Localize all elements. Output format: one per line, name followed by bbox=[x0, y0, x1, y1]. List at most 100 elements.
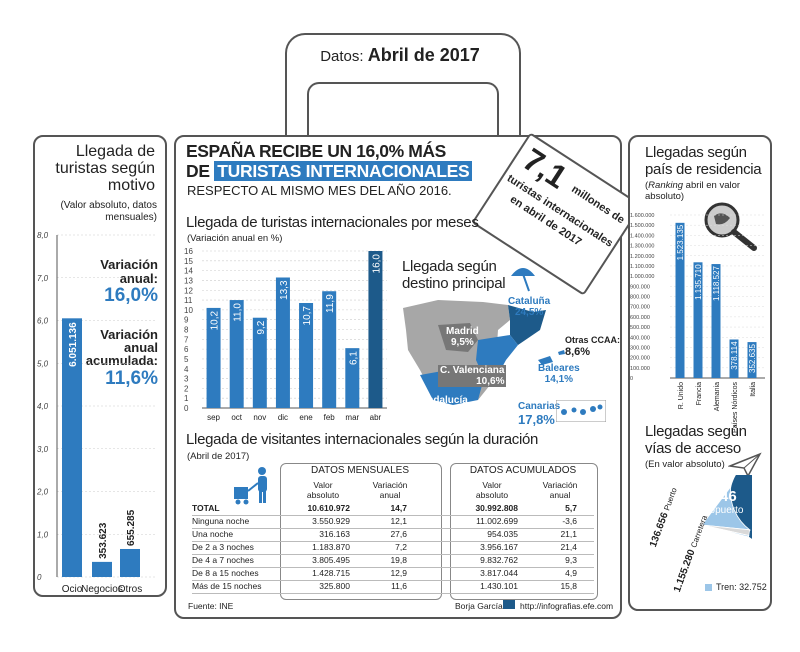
pais-ytick: 700.000 bbox=[630, 305, 650, 311]
row-a-var: 5,7 bbox=[565, 503, 577, 513]
motivo-ytick: 1,0 bbox=[37, 530, 49, 539]
duracion-subtitle: (Abril de 2017) bbox=[187, 451, 250, 462]
meses-ytick: 3 bbox=[184, 375, 189, 384]
meses-ytick: 0 bbox=[184, 404, 189, 413]
col-a-valor: Valor absoluto bbox=[475, 480, 509, 500]
row-a-var: 21,4 bbox=[560, 542, 577, 552]
row-label: De 8 a 15 noches bbox=[192, 568, 259, 578]
row-m-val: 1.183.870 bbox=[312, 542, 350, 552]
row-m-var: 12,1 bbox=[390, 516, 407, 526]
row-label: Ninguna noche bbox=[192, 516, 250, 526]
pais-ytick: 0 bbox=[630, 376, 633, 382]
meses-bar bbox=[299, 303, 314, 408]
pais-value-label: 352.635 bbox=[748, 344, 757, 373]
pais-ytick: 1.100.000 bbox=[630, 264, 654, 270]
briefcase-handle-inner bbox=[307, 82, 499, 142]
meses-bar bbox=[252, 317, 267, 408]
region-madrid: Madrid 9,5% bbox=[446, 326, 479, 348]
pais-subtitle: (Ranking abril en valor absoluto) bbox=[645, 180, 741, 202]
motivo-bar bbox=[62, 318, 82, 577]
region-canarias: Canarias 17,8% bbox=[518, 401, 561, 427]
row-m-var: 7,2 bbox=[395, 542, 407, 552]
row-m-var: 19,8 bbox=[390, 555, 407, 565]
efe-logo-icon bbox=[503, 600, 515, 609]
table-row: De 4 a 7 noches 3.805.495 19,8 9.832.762 9,3 bbox=[192, 554, 594, 568]
motivo-ytick: 0 bbox=[37, 573, 42, 582]
meses-bar bbox=[229, 300, 244, 408]
motivo-value-label: 353.623 bbox=[98, 522, 109, 559]
meses-ytick: 4 bbox=[184, 365, 189, 374]
pais-bar bbox=[711, 264, 721, 378]
meses-bar bbox=[206, 307, 221, 408]
meses-value-label: 10,7 bbox=[302, 306, 313, 326]
motivo-value-label: 655.285 bbox=[126, 509, 137, 546]
meses-value-label: 16,0 bbox=[371, 254, 382, 274]
row-label: Más de 15 noches bbox=[192, 581, 262, 591]
pais-bar bbox=[693, 262, 703, 378]
table-row: TOTAL 10.610.972 14,7 30.992.808 5,7 bbox=[192, 502, 594, 516]
meses-category: dic bbox=[278, 413, 288, 422]
footer-author: Borja García bbox=[455, 601, 503, 611]
pais-ytick: 100.000 bbox=[630, 366, 650, 372]
meses-bar bbox=[368, 251, 383, 408]
vias-title: Llegadas según vías de acceso bbox=[645, 423, 747, 457]
var-anual-label: Variación anual: bbox=[100, 257, 158, 286]
pais-ytick: 200.000 bbox=[630, 356, 650, 362]
row-label: Una noche bbox=[192, 529, 234, 539]
pais-category: Alemania bbox=[714, 382, 721, 411]
meses-category: mar bbox=[345, 413, 359, 422]
meses-category: oct bbox=[231, 413, 242, 422]
meses-category: abr bbox=[370, 413, 382, 422]
footer-fuente: Fuente: INE bbox=[188, 601, 234, 611]
var-anual-value: 16,0% bbox=[104, 285, 158, 306]
region-valenciana: C. Valenciana 10,6% bbox=[438, 365, 507, 387]
pais-category: R. Unido bbox=[678, 382, 685, 409]
row-label: De 4 a 7 noches bbox=[192, 555, 254, 565]
group-acumulados: DATOS ACUMULADOS bbox=[469, 465, 577, 476]
motivo-ytick: 3,0 bbox=[37, 445, 49, 454]
row-m-var: 12,9 bbox=[390, 568, 407, 578]
meses-ytick: 14 bbox=[184, 267, 193, 276]
pais-title: Llegadas según país de residencia bbox=[645, 144, 762, 178]
motivo-value-label: 6.051.136 bbox=[68, 322, 79, 367]
headline-line3: RESPECTO AL MISMO MES DEL AÑO 2016. bbox=[187, 183, 452, 198]
meses-value-label: 6,1 bbox=[348, 351, 359, 365]
motivo-title: Llegada de turistas según motivo bbox=[55, 143, 155, 194]
meses-category: sep bbox=[207, 413, 220, 422]
row-m-var: 11,6 bbox=[391, 581, 407, 591]
meses-ytick: 15 bbox=[184, 257, 193, 266]
group-mensuales-box bbox=[280, 463, 442, 600]
motivo-ytick: 6,0 bbox=[37, 317, 49, 326]
row-a-val: 11.002.699 bbox=[476, 516, 518, 526]
meses-category: nov bbox=[253, 413, 266, 422]
pais-ytick: 600.000 bbox=[630, 315, 650, 321]
meses-ytick: 12 bbox=[184, 286, 193, 295]
headline-line2-prefix: DE bbox=[186, 161, 210, 181]
meses-category: feb bbox=[324, 413, 336, 422]
row-a-var: 15,8 bbox=[560, 581, 577, 591]
group-acumulados-box bbox=[450, 463, 598, 600]
meses-bar bbox=[275, 277, 290, 408]
meses-subtitle: (Variación anual en %) bbox=[187, 233, 283, 244]
row-m-val: 3.805.495 bbox=[312, 555, 350, 565]
pais-chart: 0 100.000 200.000 300.000 400.000 500.000 600.… bbox=[630, 213, 765, 433]
row-label: De 2 a 3 noches bbox=[192, 542, 254, 552]
pais-value-label: 1.135.710 bbox=[694, 264, 703, 300]
meses-ytick: 2 bbox=[184, 384, 189, 393]
motivo-bar bbox=[120, 548, 140, 577]
meses-ytick: 13 bbox=[184, 276, 193, 285]
vias-slice bbox=[701, 485, 752, 531]
motivo-chart: 0 1,0 2,0 3,0 4,0 5,0 6,0 7,0 8,0 6.051.136 Ocio 35… bbox=[36, 231, 155, 595]
luggage-icon bbox=[224, 465, 274, 510]
var-acum-label: Variación anual acumulada: bbox=[85, 327, 158, 368]
magnifier-icon bbox=[700, 198, 760, 258]
table-row: Ninguna noche 3.550.929 12,1 11.002.699 -3,6 bbox=[192, 515, 594, 529]
meses-value-label: 9,2 bbox=[256, 320, 267, 334]
region-andalucia: Andalucía 14,8% bbox=[420, 395, 468, 417]
region-otras: Otras CCAA: 8,6% bbox=[565, 335, 621, 358]
table-row: Más de 15 noches 325.800 11,6 1.430.101 15,8 bbox=[192, 580, 594, 594]
pais-category: Países Nórdicos bbox=[732, 382, 739, 433]
row-m-val: 3.550.929 bbox=[312, 516, 350, 526]
pais-value-label: 378.114 bbox=[730, 341, 739, 370]
meses-value-label: 11,0 bbox=[233, 303, 244, 322]
